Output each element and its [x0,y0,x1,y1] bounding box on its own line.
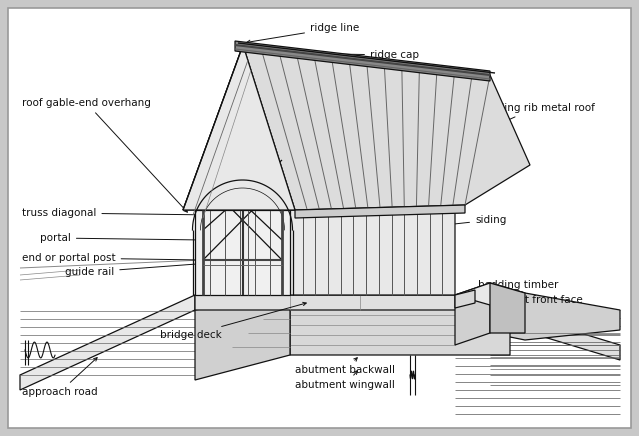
Polygon shape [455,290,475,308]
Polygon shape [195,210,290,295]
Text: bridge deck: bridge deck [160,302,306,340]
Text: approach road: approach road [22,358,98,397]
FancyBboxPatch shape [8,8,631,428]
Polygon shape [290,295,510,355]
Text: ridge cap: ridge cap [277,50,419,60]
Text: standing rib metal roof: standing rib metal roof [433,103,595,153]
Polygon shape [290,205,455,295]
Text: abutment wingwall: abutment wingwall [295,371,395,390]
Text: portal: portal [40,233,199,243]
Text: siding: siding [449,215,506,226]
Text: roof gable-end overhang: roof gable-end overhang [22,98,187,212]
Polygon shape [183,45,295,210]
Text: truss diagonal: truss diagonal [22,208,211,218]
Polygon shape [455,295,620,360]
Polygon shape [20,295,195,390]
Text: bedding timber: bedding timber [464,280,558,300]
Polygon shape [195,295,290,380]
Polygon shape [183,45,295,210]
Polygon shape [490,283,620,340]
Polygon shape [490,283,525,333]
Text: guide rail: guide rail [65,262,206,277]
Polygon shape [235,41,490,81]
Polygon shape [455,283,490,345]
Text: end or portal post: end or portal post [22,253,199,263]
Text: ridge line: ridge line [247,23,359,44]
Text: abutment backwall: abutment backwall [295,358,395,375]
Text: abutment front face: abutment front face [464,295,583,313]
Polygon shape [455,283,525,305]
Polygon shape [195,295,510,310]
Polygon shape [243,45,530,210]
Polygon shape [295,205,465,218]
Text: truss strut: truss strut [252,210,324,221]
